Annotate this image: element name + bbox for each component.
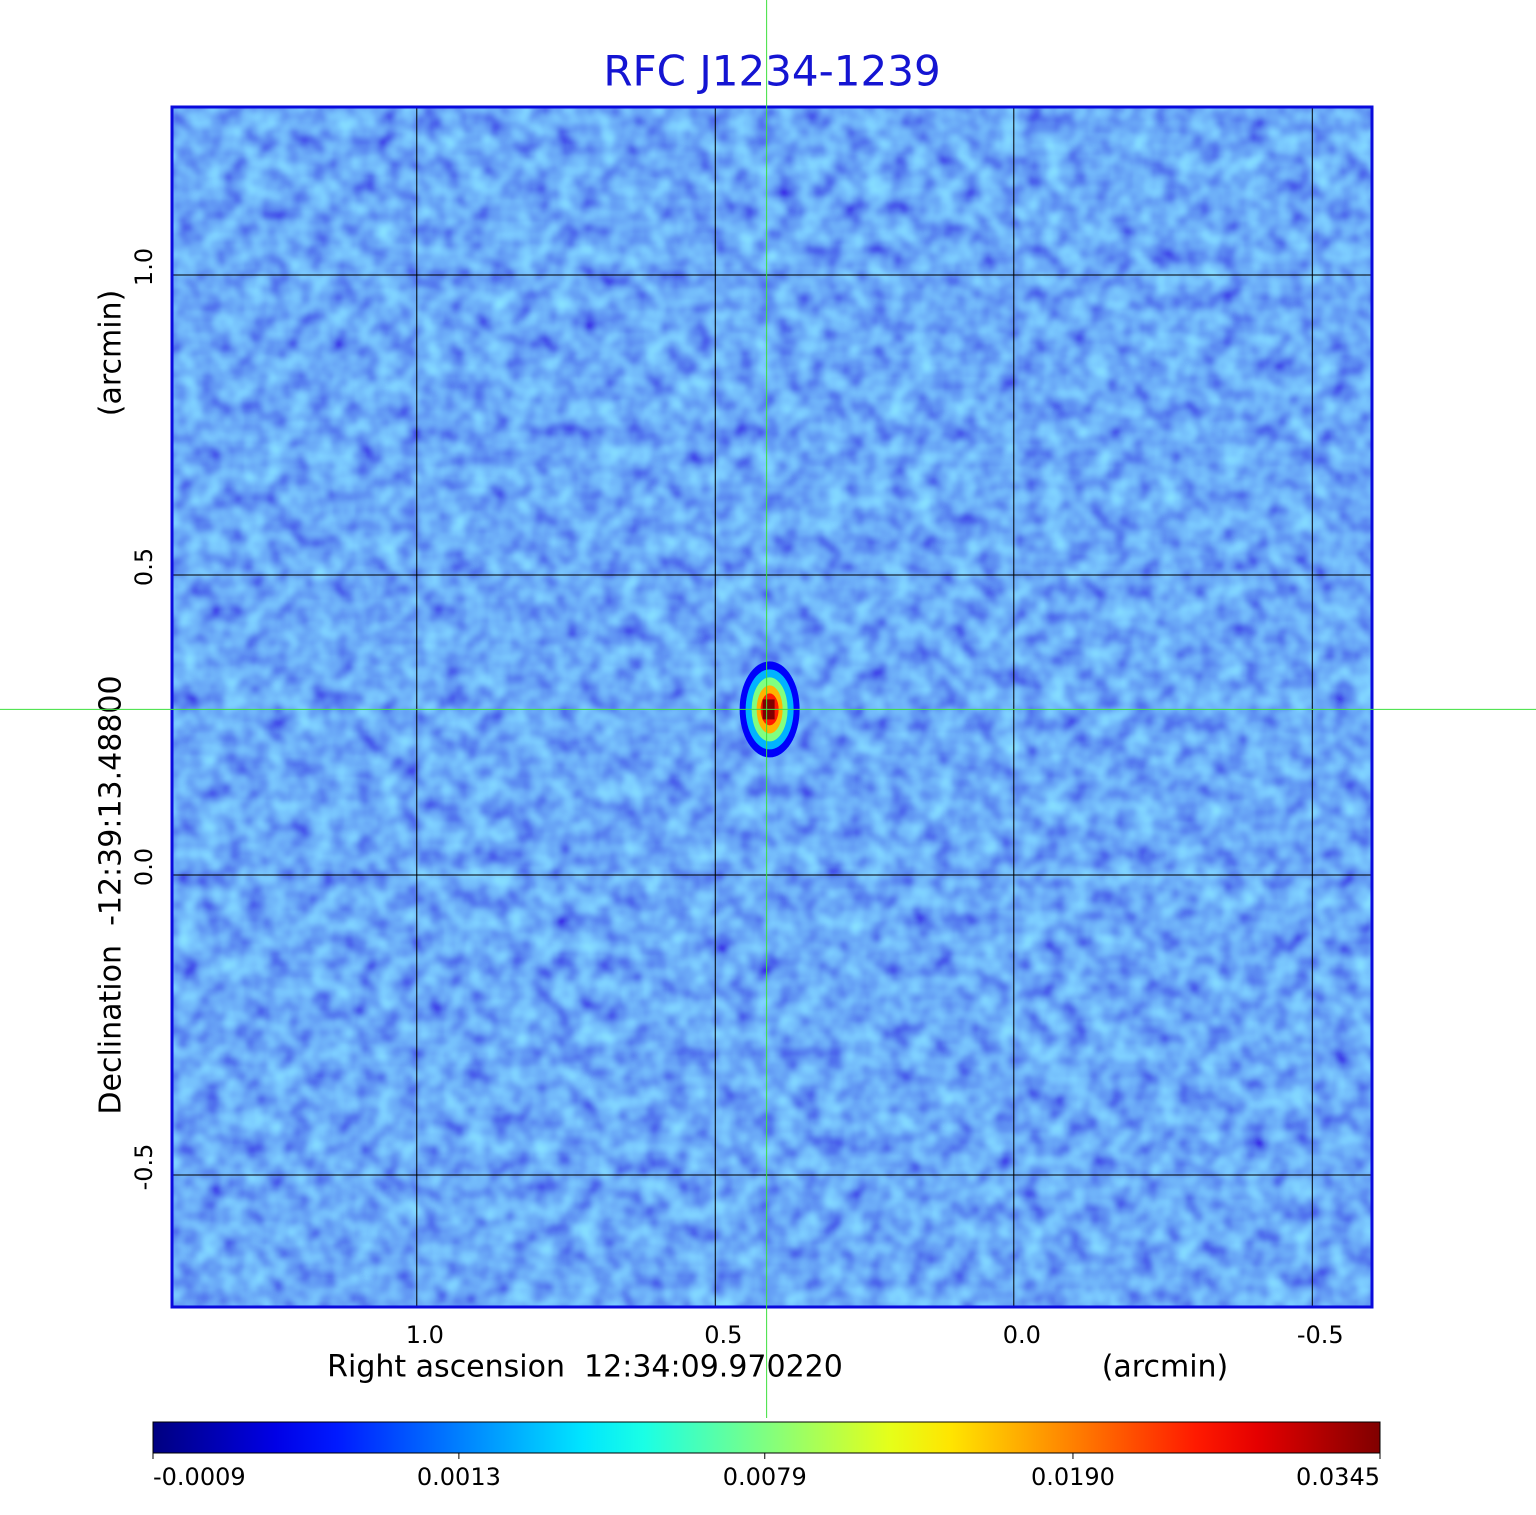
- x-tick-label: 0.0: [1003, 1321, 1041, 1349]
- colorbar-tick-label: 0.0345: [1296, 1463, 1380, 1491]
- plot-frame: [170, 105, 1374, 1309]
- x-tick-label: -0.5: [1297, 1321, 1344, 1349]
- y-tick-label: 0.0: [130, 848, 158, 886]
- y-tick-label: -0.5: [130, 1144, 158, 1191]
- x-axis-label: Right ascension 12:34:09.970220: [327, 1350, 843, 1385]
- y-tick-label: 0.5: [130, 548, 158, 586]
- y-axis-label: Declination -12:39:13.48800: [94, 675, 129, 1114]
- colorbar: [152, 1421, 1381, 1454]
- y-tick-label: 1.0: [130, 248, 158, 286]
- y-axis-unit: (arcmin): [94, 290, 129, 417]
- x-axis-unit: (arcmin): [1102, 1350, 1229, 1385]
- x-tick-label: 0.5: [704, 1321, 742, 1349]
- colorbar-tick-label: -0.0009: [153, 1463, 246, 1491]
- x-tick-label: 1.0: [406, 1321, 444, 1349]
- colorbar-tick-label: 0.0079: [723, 1463, 807, 1491]
- colorbar-tick-label: 0.0190: [1031, 1463, 1115, 1491]
- chart-title: RFC J1234-1239: [603, 47, 940, 96]
- colorbar-tick-label: 0.0013: [417, 1463, 501, 1491]
